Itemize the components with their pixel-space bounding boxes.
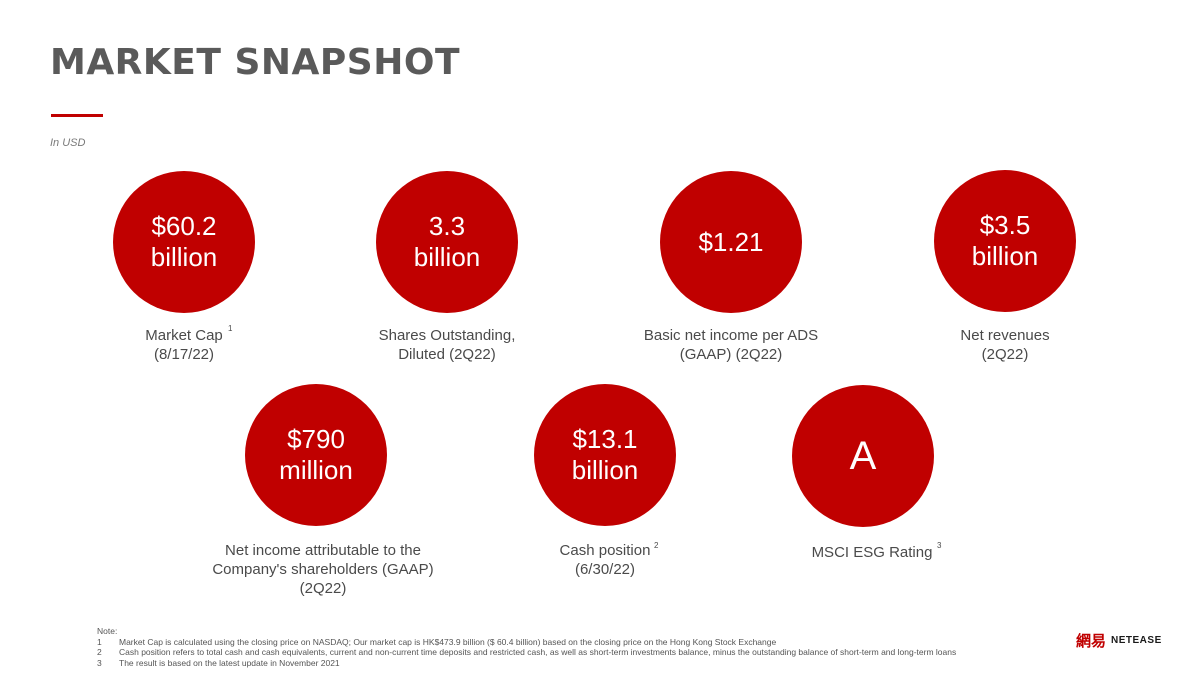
footnote-row: 2 Cash position refers to total cash and… bbox=[97, 647, 956, 658]
metric-label: Shares Outstanding, Diluted (2Q22) bbox=[378, 327, 516, 363]
metric-value: $60.2 billion bbox=[150, 211, 218, 272]
footnote-text: Cash position refers to total cash and c… bbox=[119, 647, 957, 657]
footnote-marker: 3 bbox=[937, 541, 942, 550]
metric-value: $13.1 billion bbox=[571, 424, 639, 485]
metric-caption: Basic net income per ADS (GAAP) (2Q22) bbox=[581, 326, 881, 364]
unit-note: In USD bbox=[50, 137, 86, 149]
metric-label: Basic net income per ADS (GAAP) (2Q22) bbox=[643, 327, 819, 363]
metric-circle: $13.1 billion bbox=[534, 384, 676, 526]
metric-value: $1.21 bbox=[698, 226, 764, 257]
metric-circle: $1.21 bbox=[660, 171, 802, 313]
notes-heading: Note: bbox=[97, 626, 118, 636]
footnote-marker: 1 bbox=[228, 324, 233, 333]
metric-caption: Cash position (6/30/22) bbox=[455, 541, 755, 579]
metric-circle: $3.5 billion bbox=[934, 170, 1076, 312]
metric-caption: Market Cap (8/17/22) bbox=[34, 326, 334, 364]
metric-label: MSCI ESG Rating bbox=[811, 544, 933, 561]
footnote-row: 1 Market Cap is calculated using the clo… bbox=[97, 637, 956, 648]
page-title: MARKET SNAPSHOT bbox=[50, 42, 461, 83]
metric-value: $790 million bbox=[279, 424, 353, 485]
metric-label: Cash position (6/30/22) bbox=[559, 542, 651, 578]
metric-label: Market Cap (8/17/22) bbox=[145, 327, 223, 363]
footnote-marker: 2 bbox=[654, 541, 659, 550]
netease-logo-text: NETEASE bbox=[1111, 635, 1162, 646]
metric-caption: MSCI ESG Rating bbox=[722, 543, 1022, 562]
metric-label: Net revenues (2Q22) bbox=[960, 327, 1050, 363]
footnote-text: Market Cap is calculated using the closi… bbox=[119, 636, 777, 647]
netease-logo: 網易 NETEASE bbox=[1076, 630, 1162, 651]
footnote-text: The result is based on the latest update… bbox=[119, 657, 340, 668]
footnote-number: 2 bbox=[97, 647, 102, 657]
metric-label: Net income attributable to the Company's… bbox=[212, 542, 434, 597]
metric-value: 3.3 billion bbox=[413, 211, 481, 272]
metric-circle: $60.2 billion bbox=[113, 171, 255, 313]
footnotes: Note: 1 Market Cap is calculated using t… bbox=[97, 626, 956, 668]
metric-circle: 3.3 billion bbox=[376, 171, 518, 313]
metric-caption: Shares Outstanding, Diluted (2Q22) bbox=[297, 326, 597, 364]
metric-value: $3.5 billion bbox=[971, 210, 1039, 271]
footnote-number: 3 bbox=[97, 657, 102, 668]
metric-caption: Net revenues (2Q22) bbox=[855, 326, 1155, 364]
netease-logo-mark: 網易 bbox=[1076, 632, 1107, 650]
title-accent-rule bbox=[51, 114, 103, 117]
metric-circle: $790 million bbox=[245, 384, 387, 526]
footnote-number: 1 bbox=[97, 636, 102, 647]
metric-value: A bbox=[849, 433, 877, 478]
metric-circle: A bbox=[792, 385, 934, 527]
footnote-row: 3 The result is based on the latest upda… bbox=[97, 658, 956, 669]
metric-caption: Net income attributable to the Company's… bbox=[173, 541, 473, 598]
